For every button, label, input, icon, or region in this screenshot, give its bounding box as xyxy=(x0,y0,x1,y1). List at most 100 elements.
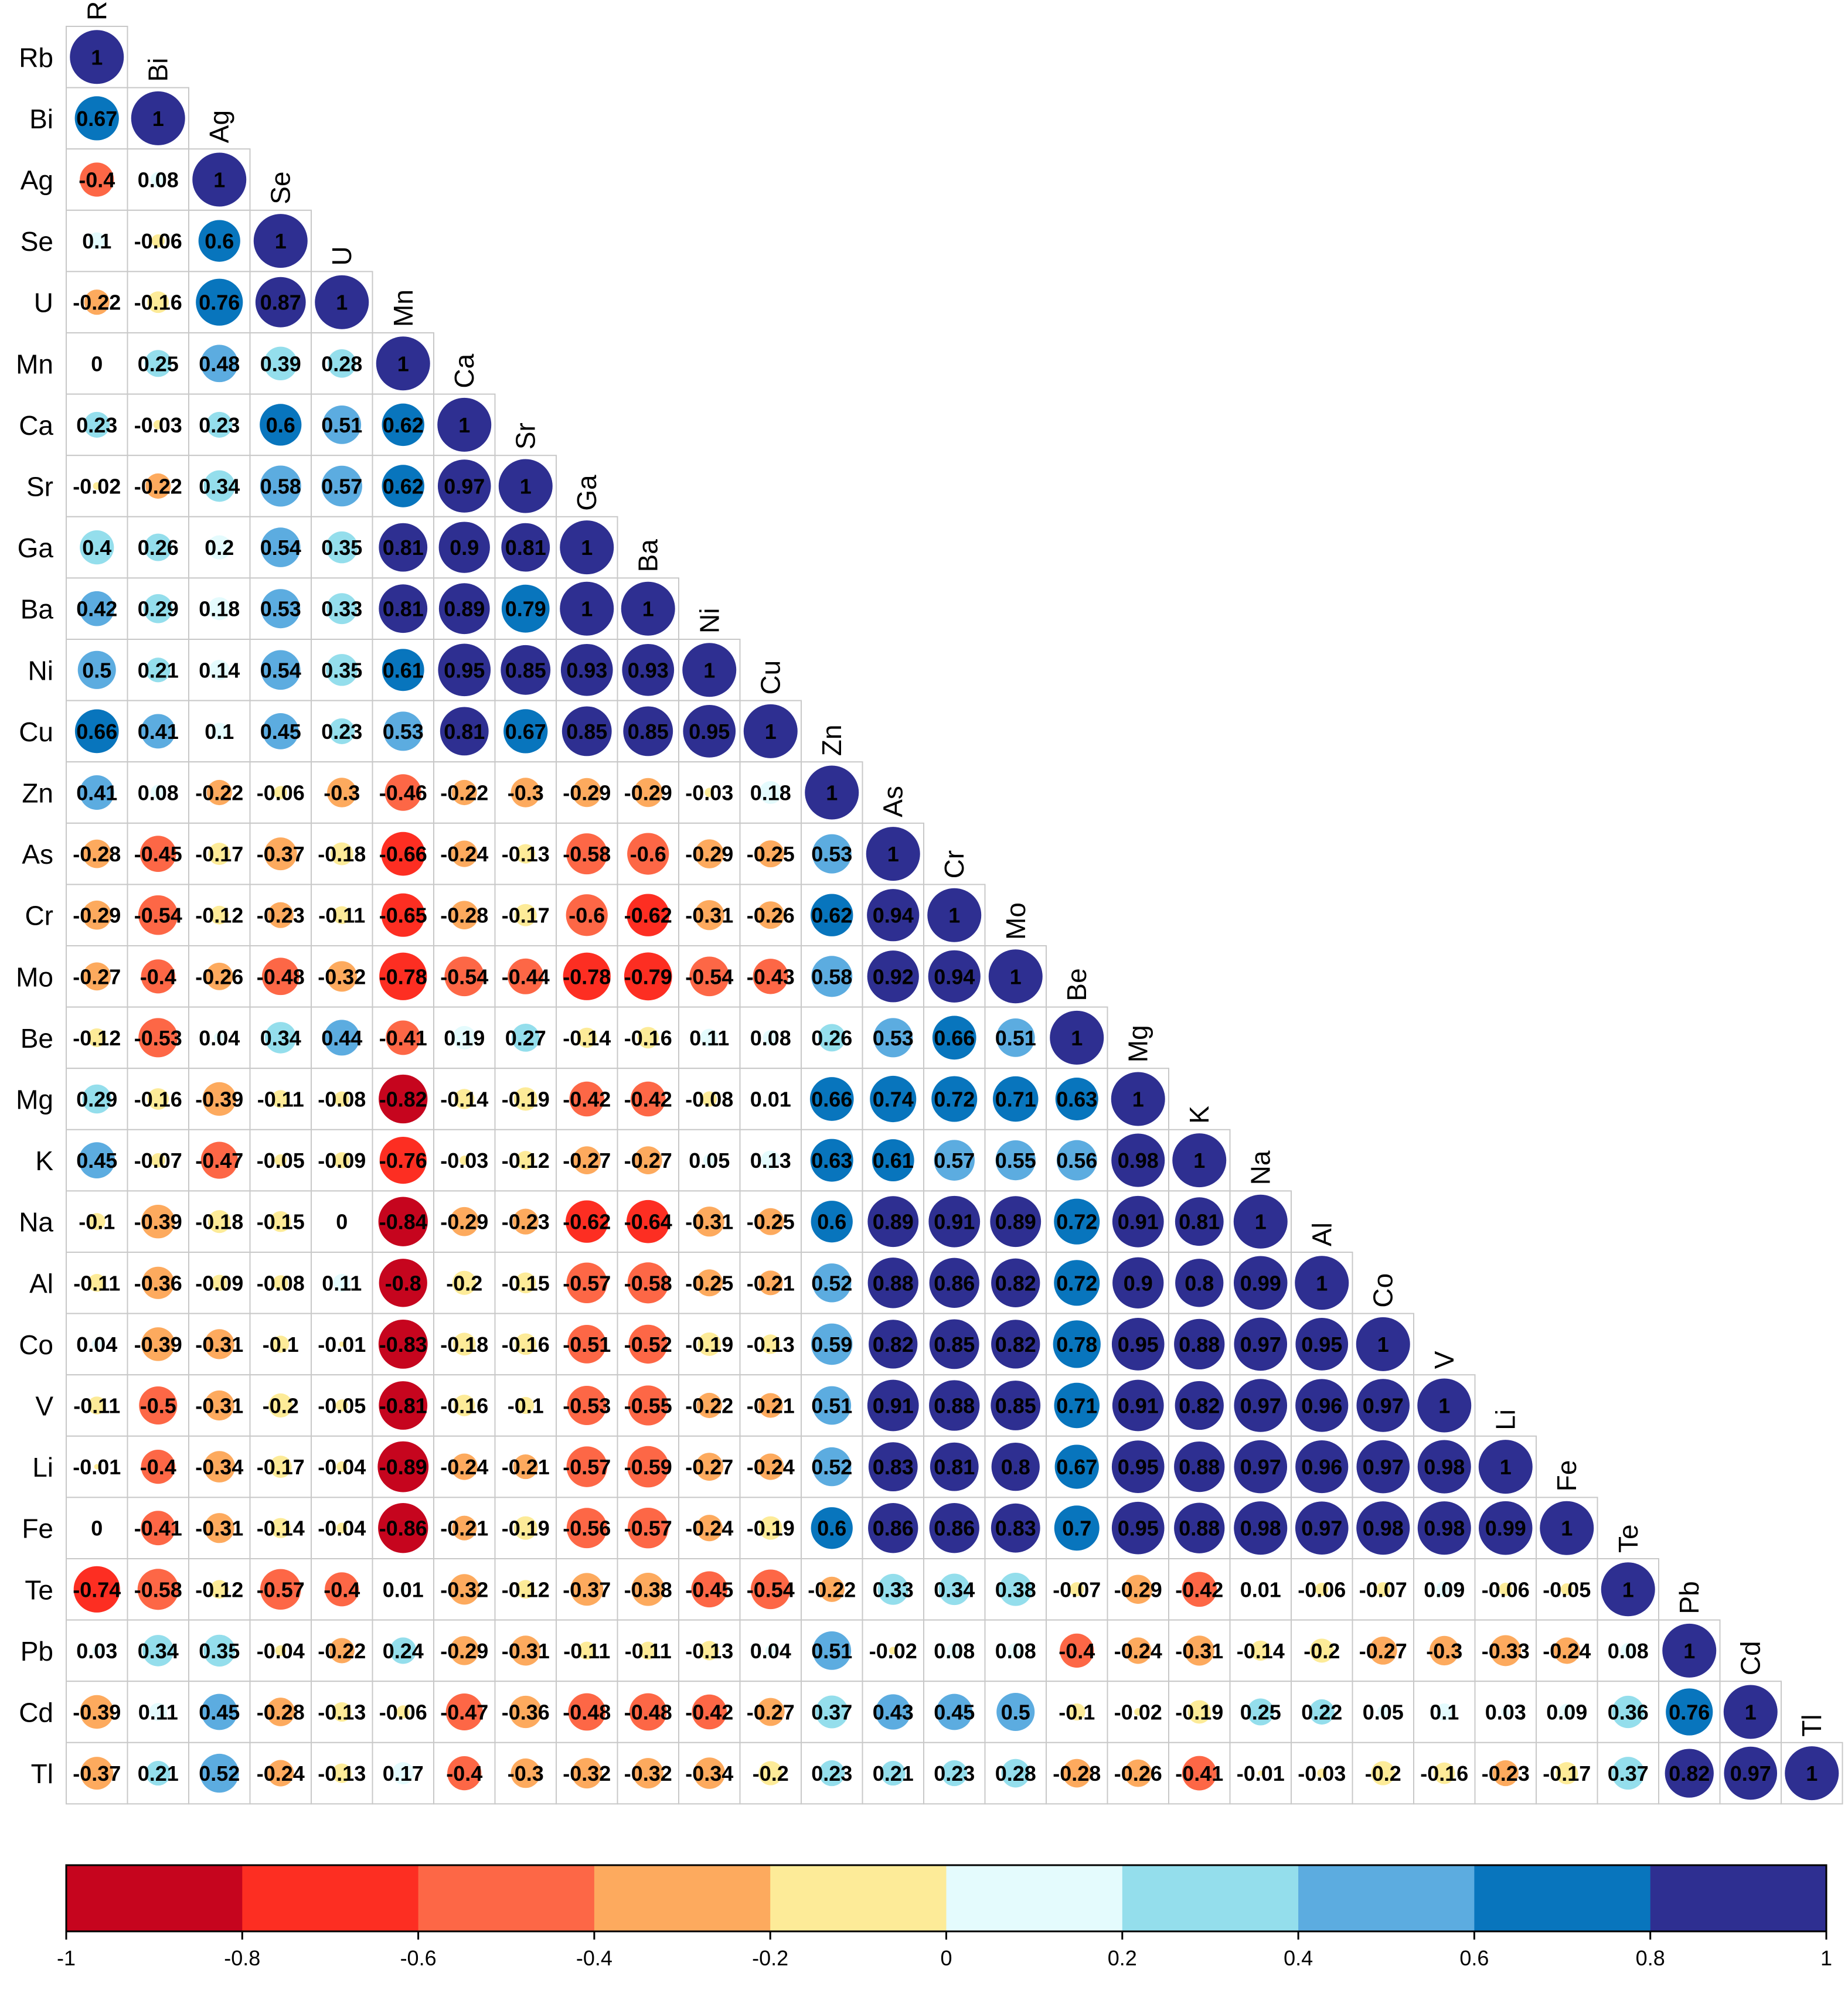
corr-circle-co-bi xyxy=(141,1327,175,1361)
corr-value: 0.34 xyxy=(138,1639,179,1663)
corr-circle-pb-cr xyxy=(947,1642,962,1658)
corr-circle-co-co xyxy=(1356,1317,1410,1371)
corr-circle-cd-pb xyxy=(1666,1688,1713,1736)
corr-value: -0.21 xyxy=(440,1517,488,1541)
corr-circle-li-ni xyxy=(695,1453,724,1481)
corr-circle-v-sr xyxy=(517,1396,535,1415)
corr-value: -0.3 xyxy=(324,781,360,805)
corr-circle-pb-rb xyxy=(92,1645,102,1655)
corr-circle-ba-ga xyxy=(560,581,614,636)
corr-value: 1 xyxy=(642,597,654,621)
corr-value: -0.59 xyxy=(624,1455,672,1479)
corr-circle-pb-na xyxy=(1250,1640,1271,1661)
corr-circle-fe-bi xyxy=(141,1511,176,1546)
corr-value: 0 xyxy=(91,1517,103,1541)
corr-circle-mo-zn xyxy=(811,956,853,997)
corr-circle-tl-fe xyxy=(1556,1762,1578,1785)
corr-value: 0.66 xyxy=(76,720,117,744)
corr-value: -0.23 xyxy=(257,904,305,928)
corr-value: -0.03 xyxy=(1298,1761,1346,1785)
corr-value: -0.01 xyxy=(73,1455,121,1479)
row-label-mo: Mo xyxy=(16,962,53,992)
corr-circle-ag-rb xyxy=(80,162,114,197)
corr-circle-cr-zn xyxy=(811,894,853,936)
corr-value: -0.58 xyxy=(624,1271,672,1295)
corr-circle-pb-fe xyxy=(1553,1637,1580,1664)
corr-circle-pb-te xyxy=(1620,1642,1636,1658)
corr-circle-pb-zn xyxy=(812,1631,852,1670)
corr-circle-pb-ba xyxy=(639,1641,658,1660)
corr-circle-be-ca xyxy=(452,1025,477,1049)
row-label-pb: Pb xyxy=(21,1636,53,1667)
corr-circle-as-mn xyxy=(381,831,426,876)
corr-circle-be-mn xyxy=(386,1020,421,1055)
corr-circle-tl-na xyxy=(1258,1770,1264,1776)
corr-circle-v-ni xyxy=(696,1392,722,1419)
corr-circle-u-bi xyxy=(147,291,169,313)
corr-circle-v-cu xyxy=(758,1393,783,1418)
corr-circle-cd-zn xyxy=(815,1695,849,1729)
corr-value: 0.93 xyxy=(628,658,669,682)
column-label-na: Na xyxy=(1245,1150,1276,1185)
corr-value: -0.79 xyxy=(624,965,672,989)
corr-value: 1 xyxy=(1255,1210,1267,1234)
corr-circle-ni-ag xyxy=(209,660,230,680)
corr-value: 0.88 xyxy=(934,1394,975,1418)
corr-value: 0.18 xyxy=(199,597,240,621)
corr-circle-be-be xyxy=(1050,1010,1104,1065)
corr-value: 0.6 xyxy=(817,1210,846,1234)
corr-value: -0.76 xyxy=(379,1149,427,1173)
corr-value: -0.4 xyxy=(140,965,176,989)
corr-circle-v-co xyxy=(1356,1379,1410,1432)
corr-value: -0.81 xyxy=(379,1394,427,1418)
corr-value: -0.2 xyxy=(263,1394,299,1418)
corr-value: 0.85 xyxy=(505,658,546,682)
corr-value: 0.22 xyxy=(1301,1700,1342,1725)
corr-value: 0.23 xyxy=(199,413,240,437)
row-label-be: Be xyxy=(21,1023,53,1054)
corr-value: 0.4 xyxy=(82,536,111,560)
corr-value: 0.54 xyxy=(260,658,301,682)
corr-circle-mg-zn xyxy=(809,1077,854,1121)
corr-value: -0.23 xyxy=(502,1210,550,1234)
corr-value: 0.88 xyxy=(873,1271,914,1295)
corr-circle-zn-ni xyxy=(705,788,714,798)
corr-circle-v-cr xyxy=(929,1380,980,1431)
corr-value: -0.57 xyxy=(563,1271,611,1295)
corr-circle-sr-mn xyxy=(382,465,424,507)
corr-circle-mo-se xyxy=(261,957,300,996)
corr-value: -0.37 xyxy=(257,842,305,866)
corr-circle-sr-u xyxy=(321,465,362,507)
corr-circle-ca-mn xyxy=(382,403,424,447)
corr-value: -0.22 xyxy=(808,1577,856,1601)
corr-value: 0.97 xyxy=(1301,1517,1342,1541)
column-label-cr: Cr xyxy=(939,850,969,879)
corr-value: 0.67 xyxy=(76,107,117,131)
corr-value: 0.82 xyxy=(1669,1761,1710,1785)
colorbar-tick-label: 0.2 xyxy=(1108,1946,1137,1970)
corr-circle-pb-ag xyxy=(203,1634,236,1667)
corr-circle-te-as xyxy=(877,1573,909,1605)
corr-value: 0.51 xyxy=(995,1026,1036,1050)
colorbar-segment xyxy=(1122,1865,1299,1931)
corr-value: -0.53 xyxy=(563,1394,611,1418)
corr-value: 0.41 xyxy=(138,720,179,744)
column-label-bi: Bi xyxy=(143,58,173,82)
corr-value: 0.71 xyxy=(995,1088,1036,1112)
corr-value: 1 xyxy=(1071,1026,1083,1050)
column-label-mo: Mo xyxy=(1000,902,1031,940)
corr-value: 0.35 xyxy=(321,658,362,682)
corr-circle-be-se xyxy=(264,1022,297,1054)
corr-value: 0.11 xyxy=(138,1700,178,1725)
corr-circle-ni-ca xyxy=(438,643,491,697)
corr-value: -0.48 xyxy=(563,1700,611,1725)
corr-circle-pb-al xyxy=(1309,1638,1334,1663)
corr-value: -0.22 xyxy=(685,1394,733,1418)
corr-circle-ga-se xyxy=(260,527,301,567)
column-label-zn: Zn xyxy=(816,725,847,756)
corr-circle-tl-zn xyxy=(819,1760,845,1787)
corr-circle-ca-ag xyxy=(206,411,233,438)
corr-value: -0.4 xyxy=(446,1761,482,1785)
corr-circle-na-zn xyxy=(811,1201,853,1243)
corr-circle-fe-k xyxy=(1174,1502,1225,1553)
